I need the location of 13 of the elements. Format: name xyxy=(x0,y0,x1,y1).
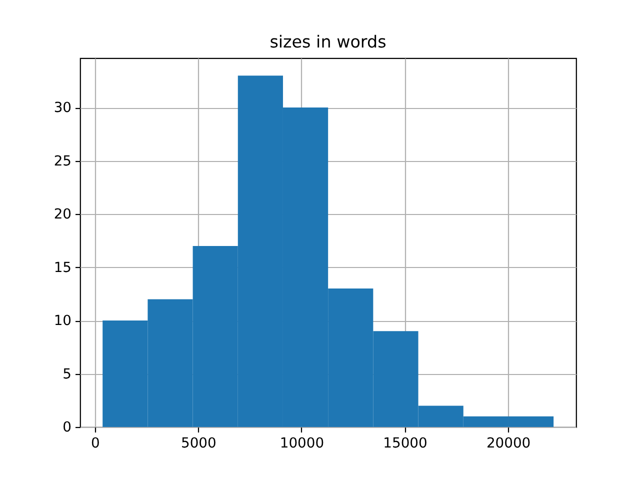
x-tick-label: 5000 xyxy=(180,436,216,452)
y-tick-label: 10 xyxy=(54,313,72,330)
y-tick-label: 15 xyxy=(54,260,72,276)
y-tick-label: 20 xyxy=(54,206,72,223)
y-tick-label: 30 xyxy=(54,100,72,116)
y-tick-label: 0 xyxy=(62,420,72,436)
x-tick-label: 20000 xyxy=(486,436,531,452)
x-tick-label: 15000 xyxy=(383,436,428,452)
chart-title: sizes in words xyxy=(270,31,386,52)
y-tick-label: 25 xyxy=(54,153,72,170)
x-tick-label: 10000 xyxy=(280,436,324,452)
x-tick-label: 0 xyxy=(90,436,100,452)
y-tick-label: 5 xyxy=(62,366,72,382)
